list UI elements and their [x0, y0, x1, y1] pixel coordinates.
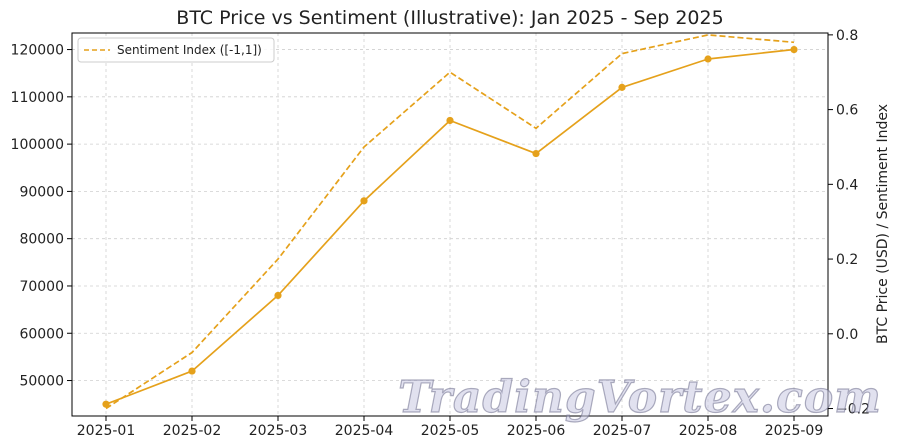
- x-tick-label: 2025-07: [593, 423, 652, 439]
- x-tick-label: 2025-09: [765, 423, 824, 439]
- right-axis-label: BTC Price (USD) / Sentiment Index: [875, 104, 891, 344]
- right-tick-label: 0.2: [836, 252, 858, 268]
- btc-price-point: [790, 45, 798, 54]
- x-tick-label: 2025-02: [163, 423, 222, 439]
- left-tick-label: 60000: [19, 326, 64, 342]
- sentiment-line: [105, 34, 795, 410]
- btc-price-point: [188, 367, 196, 375]
- left-tick-label: 70000: [19, 279, 64, 295]
- x-axis: 2025-01 2025-02 2025-03 2025-04 2025-05 2025-…: [77, 416, 824, 439]
- right-tick-label: −0.2: [836, 402, 870, 418]
- x-tick-label: 2025-03: [249, 423, 308, 439]
- left-tick-label: 50000: [19, 374, 64, 390]
- x-tick-label: 2025-06: [507, 423, 566, 439]
- watermark-logo: TradingVortex.com: [398, 372, 882, 423]
- left-tick-label: 80000: [19, 232, 64, 248]
- btc-price-point: [704, 55, 712, 63]
- right-tick-label: 0.0: [836, 327, 858, 343]
- btc-price-point: [446, 116, 454, 125]
- x-tick-label: 2025-08: [679, 423, 738, 439]
- left-tick-label: 110000: [11, 90, 64, 106]
- right-tick-label: 0.8: [836, 28, 858, 44]
- left-tick-label: 90000: [19, 184, 64, 200]
- legend-box: [77, 37, 275, 63]
- x-tick-label: 2025-01: [77, 423, 136, 439]
- btc-price-point: [618, 83, 626, 91]
- right-tick-label: 0.4: [836, 177, 858, 193]
- series-layer: [102, 34, 798, 410]
- left-tick-label: 120000: [11, 43, 64, 59]
- btc-price-point: [102, 400, 110, 408]
- legend-sentiment-label: Sentiment Index ([-1,1]): [117, 43, 262, 57]
- right-tick-label: 0.6: [836, 103, 858, 119]
- btc-price-point: [532, 149, 540, 158]
- left-tick-label: 100000: [11, 137, 64, 153]
- grid: [72, 33, 828, 416]
- x-tick-label: 2025-05: [421, 423, 480, 439]
- chart-title: BTC Price vs Sentiment (Illustrative): J…: [176, 7, 723, 29]
- btc-price-point: [274, 291, 282, 300]
- left-y-axis: 50000 60000 70000 80000 90000 100000 110000 120…: [11, 43, 72, 390]
- x-tick-label: 2025-04: [335, 423, 394, 439]
- btc-price-point: [360, 197, 368, 205]
- legend: Sentiment Index ([-1,1]): [77, 37, 275, 63]
- right-y-axis: −0.2 0.0 0.2 0.4 0.6 0.8: [828, 28, 870, 418]
